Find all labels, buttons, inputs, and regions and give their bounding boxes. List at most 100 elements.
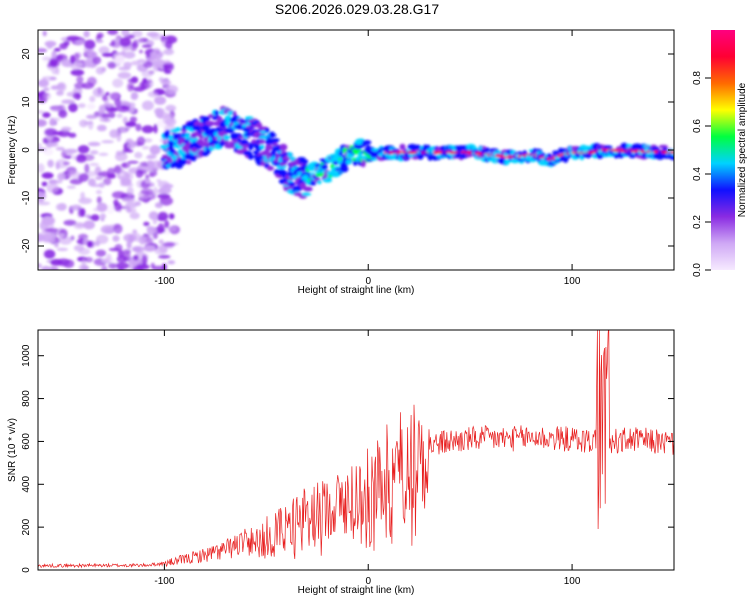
spectrogram-noise-cell <box>127 160 139 164</box>
spectrogram-noise-cell <box>138 81 151 90</box>
spectrogram-noise-cell <box>141 145 150 150</box>
spectrogram-noise-cell <box>41 216 55 226</box>
snr-frame <box>37 329 675 571</box>
spectrogram-noise-cell <box>136 136 146 146</box>
spectrogram-noise-cell <box>50 259 64 266</box>
spectrogram-ridge-cell <box>552 150 560 154</box>
spectrogram-noise-cell <box>90 214 100 222</box>
spectrogram-noise-cell <box>96 202 108 212</box>
spectrogram-ridge-cell <box>259 144 265 150</box>
spectrogram-noise-cell <box>77 145 90 154</box>
spectrogram-ytick-label: 10 <box>21 96 32 108</box>
spectrogram-noise-cell <box>153 186 158 196</box>
spectrogram-noise-cell <box>141 44 152 48</box>
spectrogram-noise-cell <box>148 211 159 220</box>
spectrogram-noise-cell <box>127 142 136 149</box>
spectrogram-ridge-cell <box>240 119 246 123</box>
spectrogram-xlabel: Height of straight line (km) <box>298 285 415 296</box>
spectrogram-noise-cell <box>107 167 116 176</box>
spectrogram-noise-cell <box>43 239 55 243</box>
spectrogram-noise-cell <box>66 35 80 41</box>
spectrogram-noise-cell <box>135 169 144 178</box>
spectrogram-noise-cell <box>86 240 94 248</box>
spectrogram-noise-cell <box>160 80 172 85</box>
spectrogram-noise-cell <box>61 99 75 104</box>
spectrogram-ridge-cell <box>232 110 237 117</box>
spectrogram-noise-cell <box>167 226 177 232</box>
spectrogram-ridge-cell <box>485 147 490 152</box>
spectrogram-frame <box>37 29 675 271</box>
spectrogram-noise-cell <box>106 204 115 215</box>
spectrogram-noise-cell <box>38 48 48 53</box>
colorbar-ticks: 0.0 0.2 0.4 0.6 0.8 <box>692 71 711 277</box>
spectrogram-noise-cell <box>83 220 95 230</box>
spectrogram-core-cell <box>671 151 674 154</box>
spectrogram-noise-cell <box>79 119 88 128</box>
spectrogram-noise-cell <box>120 128 126 133</box>
spectrogram-noise-cell <box>38 201 51 206</box>
spectrogram-noise-cell <box>147 91 159 98</box>
spectrogram-ridge-cell <box>217 116 223 123</box>
spectrogram-noise-cell <box>108 247 121 252</box>
spectrogram-noise-cell <box>53 47 61 52</box>
spectrogram-noise-cell <box>98 104 106 114</box>
spectrogram-noise-cell <box>78 248 91 255</box>
spectrogram-noise-cell <box>103 177 112 186</box>
spectrogram-noise-cell <box>38 234 44 242</box>
spectrogram-noise-cell <box>113 202 122 212</box>
spectrogram-noise-cell <box>142 236 154 245</box>
spectrogram-noise-cell <box>107 112 116 119</box>
spectrogram-noise-cell <box>125 172 134 181</box>
spectrogram-noise-cell <box>167 260 176 265</box>
spectrogram-noise-cell <box>158 254 171 259</box>
spectrogram-noise-cell <box>123 61 132 69</box>
spectrogram-noise-cell <box>143 245 156 252</box>
spectrogram-noise-cell <box>162 242 176 247</box>
spectrogram-noise-cell <box>158 112 171 119</box>
spectrogram-noise-cell <box>143 221 150 227</box>
spectrogram-noise-cell <box>95 176 103 181</box>
spectrogram-noise-cell <box>76 76 84 84</box>
spectrogram-noise-cell <box>44 227 59 233</box>
spectrogram-noise-cell <box>57 172 66 181</box>
spectrogram-noise-cell <box>148 173 155 178</box>
spectrogram-noise-cell <box>157 223 165 234</box>
spectrogram-ridge-cell <box>352 159 358 166</box>
spectrogram-ytick-label: 0 <box>21 147 32 153</box>
spectrogram-noise-cell <box>129 212 140 220</box>
spectrogram-noise-cell <box>50 106 64 112</box>
spectrogram-noise-cell <box>125 121 137 127</box>
spectrogram-noise-cell <box>123 255 129 262</box>
spectrogram-noise-cell <box>67 171 82 179</box>
spectrogram-noise-cell <box>72 92 82 100</box>
spectrogram-noise-cell <box>165 84 179 94</box>
spectrogram-ridge-cell <box>279 162 288 166</box>
spectrogram-ridge-cell <box>539 152 546 156</box>
spectrogram-noise-cell <box>50 117 61 122</box>
spectrogram-noise-cell <box>88 120 94 130</box>
spectrogram-noise-cell <box>109 107 118 112</box>
spectrogram-ridge-cell <box>511 160 519 164</box>
spectrogram-noise-cell <box>42 112 51 118</box>
spectrogram-noise-cell <box>157 188 167 194</box>
spectrogram-noise-cell <box>42 76 55 81</box>
spectrogram-noise-cell <box>139 49 143 54</box>
spectrogram-noise-cell <box>121 105 128 110</box>
spectrogram-noise-cell <box>141 254 148 265</box>
spectrogram-ridge-cell <box>168 143 174 151</box>
spectrogram-ridge-cell <box>203 116 211 121</box>
spectrogram-noise-cell <box>133 254 139 261</box>
spectrogram-noise-cell <box>141 80 153 83</box>
spectrogram-noise-cell <box>43 87 50 92</box>
snr-xtick-label: -100 <box>154 576 174 587</box>
spectrogram-noise-cell <box>99 213 106 219</box>
spectrogram-noise-cell <box>147 154 157 159</box>
spectrogram-noise-cell <box>70 69 85 76</box>
spectrogram-noise-cell <box>41 181 48 187</box>
spectrogram-noise-cell <box>141 125 154 134</box>
spectrogram-noise-cell <box>132 266 144 270</box>
spectrogram-noise-cell <box>101 94 108 102</box>
spectrogram-noise-cell <box>158 239 164 245</box>
spectrogram-noise-cell <box>134 201 142 207</box>
